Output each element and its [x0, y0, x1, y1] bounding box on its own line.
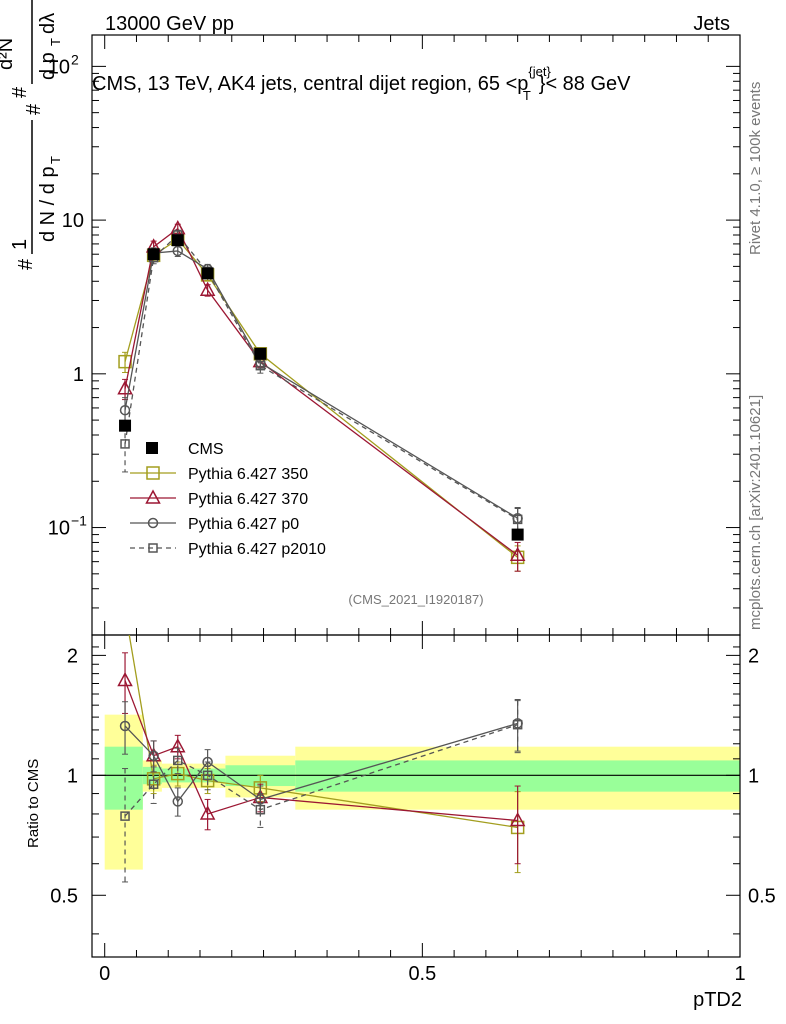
y-tick-label-main-exp: 2	[71, 51, 79, 67]
y-tick-label-main: 10	[62, 210, 84, 232]
svg-text:#: #	[23, 103, 45, 115]
series-line-p350	[124, 238, 519, 558]
svg-text:d²N: d²N	[0, 38, 17, 70]
legend-marker-p350	[146, 466, 160, 480]
series-line-p2010	[124, 234, 518, 520]
ratio-point-p2010	[148, 779, 159, 789]
svg-text:d p: d p	[37, 52, 59, 80]
svg-text:1: 1	[9, 239, 31, 250]
point-p370	[199, 281, 216, 296]
svg-text:#: #	[9, 86, 31, 98]
legend: CMS Pythia 6.427 350 Pythia 6.427 370 Pythi…	[130, 441, 326, 558]
ratio-point-p0	[119, 720, 131, 732]
ratio-point-p0	[148, 750, 159, 761]
svg-text:CMS, 13 TeV, AK4 jets, central: CMS, 13 TeV, AK4 jets, central dijet reg…	[92, 64, 631, 103]
svg-text:#: #	[15, 258, 37, 270]
ratio-point-p0	[172, 796, 184, 807]
plot-title: CMS, 13 TeV, AK4 jets, central dijet reg…	[92, 64, 631, 103]
point-p2010	[255, 360, 266, 371]
point-p2010	[120, 439, 130, 449]
cms-point	[119, 419, 132, 432]
point-p370	[509, 546, 526, 562]
ratio-point-p370	[199, 805, 216, 820]
y-tick-label-main-exp: −1	[71, 513, 87, 529]
ratio-panel: 0 0.5 1 0.5 0.5 1 1 2 2	[50, 634, 776, 985]
x-tick-label: 0.5	[408, 963, 436, 985]
legend-marker-p370	[145, 489, 161, 504]
ratio-series-p2010	[120, 700, 523, 883]
point-p2010	[512, 514, 523, 525]
ratio-point-p2010	[202, 770, 213, 781]
x-tick-label: 1	[734, 963, 745, 985]
legend-label-cms: CMS	[188, 441, 224, 458]
y-tick-label-main: 10	[48, 518, 70, 540]
legend-label-p2010: Pythia 6.427 p2010	[188, 541, 326, 558]
legend-marker-cms	[146, 442, 158, 454]
point-p0	[172, 245, 184, 257]
cms-point	[171, 234, 184, 247]
legend-marker-p2010	[148, 543, 158, 553]
plot-title-sub: T	[523, 88, 531, 103]
ratio-frame	[91, 634, 741, 958]
svg-text:T: T	[48, 156, 63, 164]
ratio-line-p0	[124, 722, 518, 803]
x-tick-label: 0	[99, 963, 110, 985]
series-line-p370	[124, 227, 519, 556]
ratio-point-p370	[509, 811, 526, 827]
svg-text:d N / d p: d N / d p	[37, 166, 59, 242]
cms-point	[201, 267, 214, 280]
y-axis-label-main: # 1 d N / d p T # # d²N d p T dλ	[0, 0, 63, 270]
ratio-band-inner	[104, 746, 143, 810]
ratio-point-p2010	[512, 719, 523, 730]
x-axis-label: pTD2	[693, 989, 742, 1011]
ratio-series-p350	[128, 635, 525, 874]
y-tick-label-ratio: 0.5	[50, 885, 78, 907]
ratio-point-p2010	[255, 804, 266, 815]
svg-text:T: T	[48, 38, 63, 46]
plot-title-end: }< 88 GeV	[539, 73, 631, 95]
y-tick-label-main: 10	[48, 56, 70, 78]
y-tick-label-ratio: 1	[67, 765, 78, 787]
y-axis-label-ratio: Ratio to CMS	[25, 759, 42, 848]
cms-point	[254, 347, 267, 360]
cms-point	[511, 528, 524, 541]
ratio-point-p2010	[120, 811, 130, 821]
ratio-line-p2010	[124, 724, 518, 817]
legend-label-p350: Pythia 6.427 350	[188, 466, 308, 483]
legend-label-p370: Pythia 6.427 370	[188, 491, 308, 508]
svg-text:dλ: dλ	[37, 13, 59, 34]
y-tick-label-ratio-right: 1	[748, 765, 759, 787]
ratio-line-p370	[124, 680, 518, 822]
rivet-label: Rivet 4.1.0, ≥ 100k events	[747, 82, 764, 255]
plot-title-sup: {jet}	[528, 64, 551, 79]
legend-label-p0: Pythia 6.427 p0	[188, 516, 299, 533]
y-tick-label-ratio-right: 0.5	[748, 885, 776, 907]
plot-title-main: CMS, 13 TeV, AK4 jets, central dijet reg…	[92, 73, 528, 95]
ratio-point-p350	[146, 772, 161, 786]
point-p0	[119, 404, 131, 416]
y-tick-label-ratio-right: 2	[748, 645, 759, 667]
cms-point	[147, 248, 160, 261]
legend-marker-p0	[147, 517, 159, 529]
source-label: mcplots.cern.ch [arXiv:2401.10621]	[747, 395, 764, 630]
category-label: Jets	[693, 13, 730, 35]
ratio-point-p370	[117, 671, 133, 687]
y-tick-label-main: 1	[73, 364, 84, 386]
ratio-point-p2010	[173, 755, 183, 766]
energy-label: 13000 GeV pp	[105, 13, 234, 35]
point-p370	[117, 380, 133, 395]
analysis-id: (CMS_2021_I1920187)	[348, 592, 483, 607]
y-tick-label-ratio: 2	[67, 645, 78, 667]
series-line-p0	[124, 250, 518, 519]
